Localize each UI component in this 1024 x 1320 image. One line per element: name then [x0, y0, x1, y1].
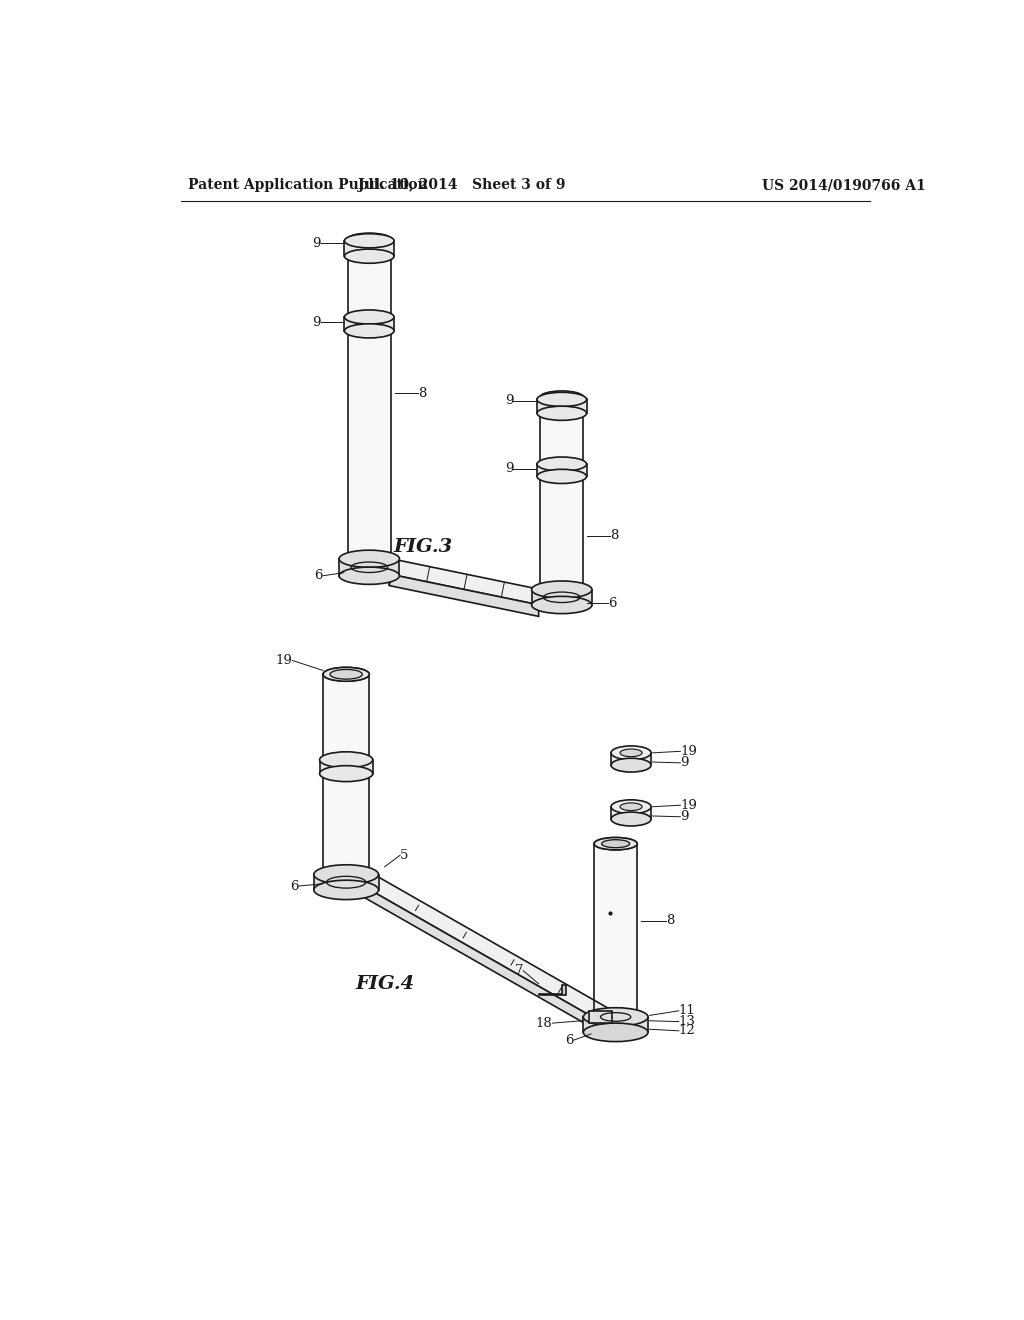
Text: 9: 9: [505, 395, 513, 408]
Ellipse shape: [323, 668, 370, 681]
Ellipse shape: [344, 310, 394, 325]
Ellipse shape: [584, 1007, 648, 1026]
Polygon shape: [344, 240, 394, 256]
Ellipse shape: [313, 880, 379, 900]
Polygon shape: [589, 1011, 611, 1023]
Ellipse shape: [594, 1011, 637, 1023]
Ellipse shape: [344, 323, 394, 338]
Ellipse shape: [537, 392, 587, 407]
Ellipse shape: [611, 758, 651, 772]
Text: 6: 6: [608, 597, 616, 610]
Ellipse shape: [319, 752, 373, 768]
Polygon shape: [611, 752, 651, 766]
Polygon shape: [339, 558, 399, 576]
Text: 9: 9: [680, 810, 689, 824]
Ellipse shape: [594, 837, 637, 850]
Polygon shape: [594, 843, 637, 1016]
Ellipse shape: [584, 1023, 648, 1041]
Text: 8: 8: [667, 915, 675, 927]
Ellipse shape: [611, 746, 651, 760]
Ellipse shape: [531, 597, 592, 614]
Ellipse shape: [348, 553, 391, 565]
Text: US 2014/0190766 A1: US 2014/0190766 A1: [762, 178, 926, 193]
Ellipse shape: [537, 470, 587, 483]
Polygon shape: [348, 239, 391, 558]
Ellipse shape: [323, 867, 370, 882]
Text: 19: 19: [680, 799, 697, 812]
Ellipse shape: [611, 800, 651, 813]
Polygon shape: [344, 317, 394, 331]
Polygon shape: [389, 574, 539, 616]
Polygon shape: [389, 558, 542, 605]
Polygon shape: [537, 465, 587, 477]
Text: FIG.3: FIG.3: [393, 539, 453, 556]
Text: 9: 9: [312, 315, 321, 329]
Text: 8: 8: [610, 529, 618, 543]
Text: 18: 18: [536, 1016, 553, 1030]
Polygon shape: [541, 397, 584, 590]
Polygon shape: [389, 558, 392, 586]
Ellipse shape: [344, 249, 394, 263]
Ellipse shape: [537, 457, 587, 471]
Text: 7: 7: [515, 964, 523, 977]
Text: 11: 11: [679, 1005, 695, 1018]
Polygon shape: [366, 874, 611, 1023]
Text: 19: 19: [680, 744, 697, 758]
Ellipse shape: [541, 391, 584, 404]
Text: Patent Application Publication: Patent Application Publication: [188, 178, 428, 193]
Ellipse shape: [602, 840, 630, 847]
Polygon shape: [313, 875, 379, 890]
Polygon shape: [319, 760, 373, 774]
Text: 5: 5: [400, 849, 409, 862]
Polygon shape: [366, 874, 373, 898]
Text: 13: 13: [679, 1015, 695, 1028]
Ellipse shape: [344, 234, 394, 248]
Polygon shape: [611, 807, 651, 818]
Polygon shape: [537, 400, 587, 413]
Polygon shape: [531, 590, 592, 605]
Ellipse shape: [339, 568, 399, 585]
Ellipse shape: [330, 669, 362, 680]
Text: 6: 6: [565, 1034, 574, 1047]
Ellipse shape: [319, 766, 373, 781]
Ellipse shape: [621, 748, 642, 756]
Text: 12: 12: [679, 1024, 695, 1038]
Text: 9: 9: [505, 462, 513, 475]
Text: 9: 9: [680, 756, 689, 770]
Ellipse shape: [621, 803, 642, 810]
Polygon shape: [323, 675, 370, 875]
Ellipse shape: [313, 865, 379, 884]
Text: 19: 19: [275, 653, 292, 667]
Ellipse shape: [531, 581, 592, 598]
Text: FIG.4: FIG.4: [355, 975, 415, 993]
Text: 6: 6: [314, 569, 323, 582]
Polygon shape: [366, 887, 604, 1035]
Text: 9: 9: [312, 236, 321, 249]
Polygon shape: [539, 985, 565, 995]
Polygon shape: [584, 1016, 648, 1032]
Ellipse shape: [541, 583, 584, 595]
Ellipse shape: [348, 234, 391, 246]
Text: 6: 6: [290, 879, 298, 892]
Text: Jul. 10, 2014   Sheet 3 of 9: Jul. 10, 2014 Sheet 3 of 9: [358, 178, 565, 193]
Ellipse shape: [339, 550, 399, 568]
Ellipse shape: [537, 407, 587, 420]
Text: 8: 8: [418, 387, 426, 400]
Ellipse shape: [611, 812, 651, 826]
